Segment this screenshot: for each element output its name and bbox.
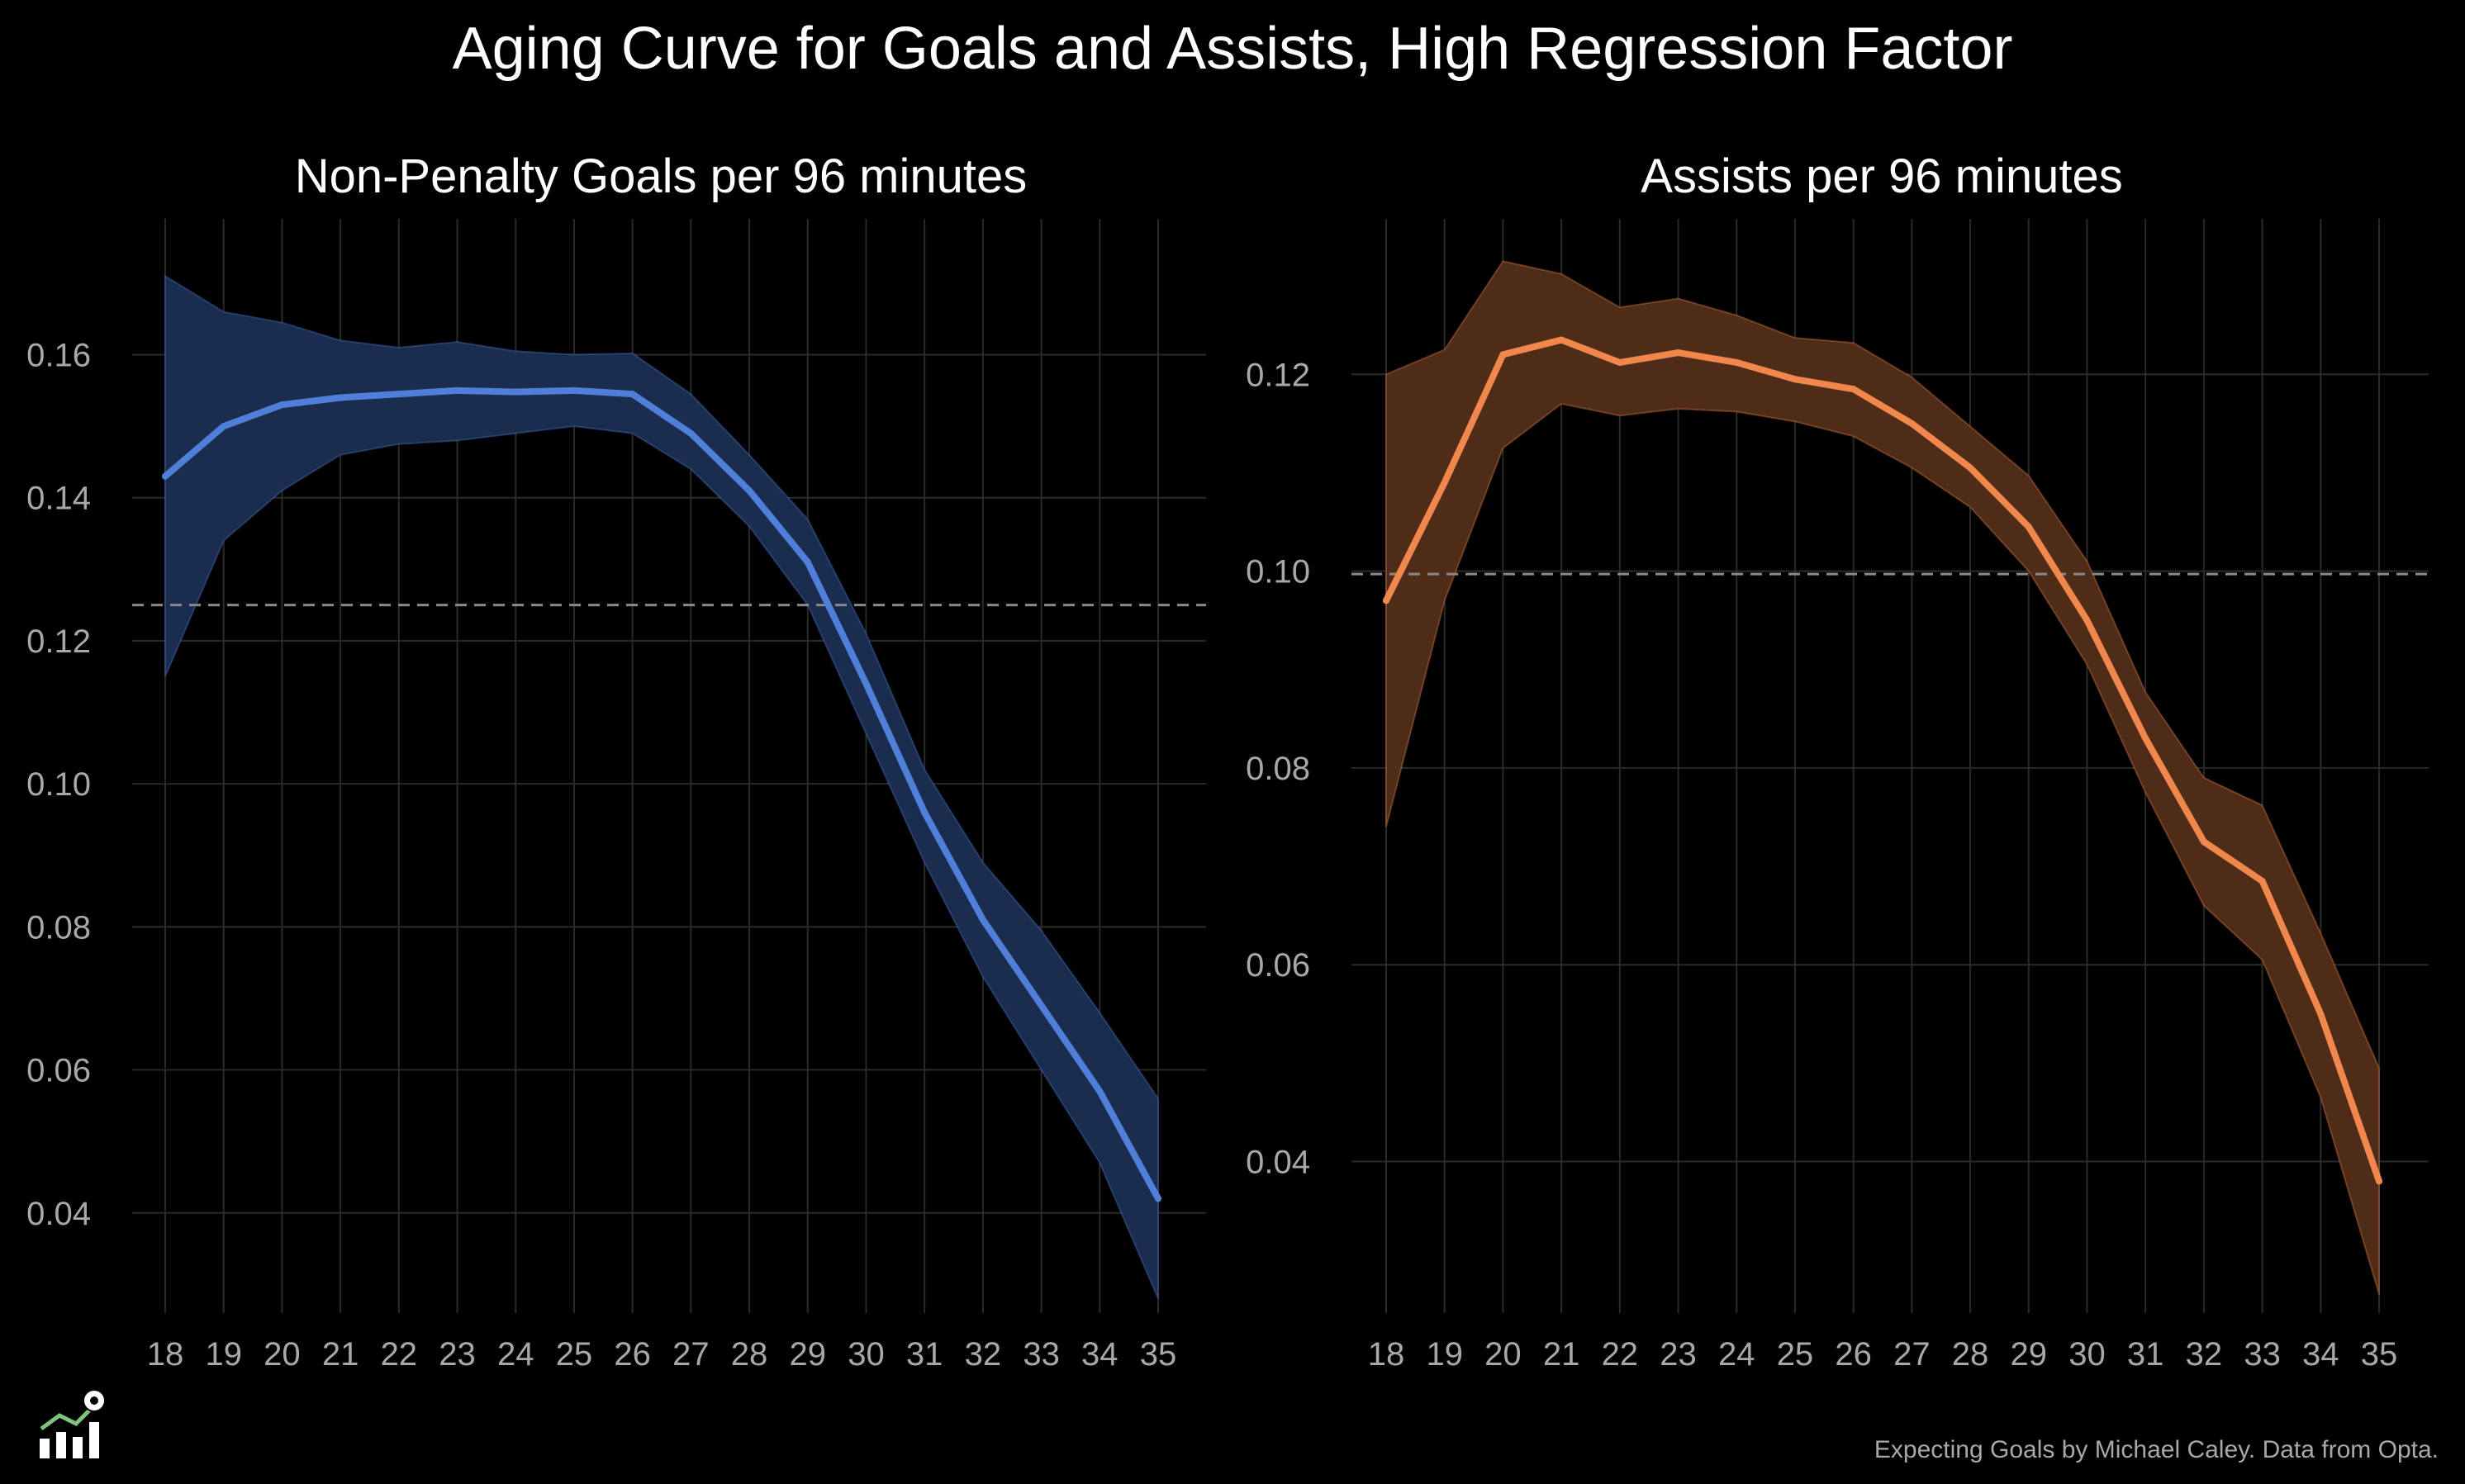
assists-data-point xyxy=(2083,617,2091,624)
goals-data-point xyxy=(278,401,286,409)
assists-data-point xyxy=(2200,838,2207,846)
assists-x-tick-label: 24 xyxy=(1718,1336,1755,1373)
assists-data-point xyxy=(2142,735,2149,742)
goals-data-point xyxy=(746,487,753,495)
assists-data-point xyxy=(1616,358,1623,366)
goals-x-tick-label: 24 xyxy=(497,1336,534,1373)
goals-x-tick-label: 32 xyxy=(965,1336,1002,1373)
assists-data-point xyxy=(1908,420,1916,427)
goals-x-tick-label: 33 xyxy=(1023,1336,1060,1373)
goals-x-tick-label: 23 xyxy=(439,1336,476,1373)
assists-chart-panel: 0.04 0.06 0.08 0.10 0.12 18 19 20 21 22 23 24 25 26 27… xyxy=(1246,219,2429,1373)
assists-x-tick-label: 20 xyxy=(1484,1336,1522,1373)
assists-x-tick-label: 31 xyxy=(2127,1336,2164,1373)
goals-data-point xyxy=(921,808,929,816)
assists-confidence-band xyxy=(1385,260,2380,1295)
goals-x-tick-label: 19 xyxy=(205,1336,242,1373)
goals-y-tick-label: 0.08 xyxy=(26,909,91,946)
goals-data-point xyxy=(570,386,577,394)
assists-data-point xyxy=(1967,464,1974,472)
goals-y-tick-label: 0.12 xyxy=(26,623,91,660)
goals-x-tick-label: 22 xyxy=(381,1336,418,1373)
assists-y-tick-label: 0.04 xyxy=(1246,1145,1310,1181)
goals-x-tick-label: 25 xyxy=(556,1336,593,1373)
assists-x-tick-label: 22 xyxy=(1602,1336,1639,1373)
goals-x-tick-label: 34 xyxy=(1081,1336,1119,1373)
goals-y-tick-label: 0.10 xyxy=(26,766,91,803)
assists-x-tick-label: 18 xyxy=(1368,1336,1405,1373)
page-title: Aging Curve for Goals and Assists, High … xyxy=(452,16,2013,82)
goals-y-tick-label: 0.14 xyxy=(26,481,91,517)
assists-data-point xyxy=(1733,358,1741,366)
goals-data-point xyxy=(337,394,344,401)
assists-data-point xyxy=(1791,376,1798,383)
goals-data-point xyxy=(162,472,169,480)
assists-data-point xyxy=(1441,479,1448,486)
goals-x-tick-label: 21 xyxy=(322,1336,359,1373)
assists-x-tick-label: 26 xyxy=(1835,1336,1872,1373)
assists-data-point xyxy=(1674,349,1682,357)
assists-x-tick-label: 27 xyxy=(1893,1336,1931,1373)
goals-panel-title: Non-Penalty Goals per 96 minutes xyxy=(294,149,1028,203)
goals-data-point xyxy=(862,680,870,687)
assists-y-tick-label: 0.12 xyxy=(1246,357,1310,393)
assists-data-point xyxy=(1850,386,1857,393)
assists-x-tick-label: 19 xyxy=(1426,1336,1463,1373)
goals-series-line xyxy=(162,386,1161,1202)
goals-x-tick-label: 31 xyxy=(906,1336,943,1373)
goals-data-point xyxy=(1155,1195,1161,1202)
assists-y-tick-label: 0.08 xyxy=(1246,751,1310,787)
goals-data-point xyxy=(512,388,520,396)
assists-x-tick-label: 34 xyxy=(2302,1336,2339,1373)
goals-x-tick-label: 26 xyxy=(614,1336,651,1373)
goals-data-point xyxy=(395,391,402,398)
assists-data-point xyxy=(1383,597,1389,605)
goals-y-tick-label: 0.06 xyxy=(26,1053,91,1089)
assists-y-tick-label: 0.10 xyxy=(1246,554,1310,590)
goals-x-tick-label: 29 xyxy=(790,1336,827,1373)
assists-data-point xyxy=(2258,877,2266,884)
goals-y-tick-label: 0.04 xyxy=(26,1196,91,1232)
assists-data-point xyxy=(2376,1178,2382,1185)
assists-data-point xyxy=(2025,523,2032,530)
goals-confidence-band xyxy=(164,274,1159,1300)
assists-x-tick-label: 21 xyxy=(1543,1336,1580,1373)
assists-x-tick-label: 23 xyxy=(1660,1336,1697,1373)
goals-x-tick-label: 27 xyxy=(672,1336,710,1373)
goals-chart-panel: 0.04 0.06 0.08 0.10 0.12 0.14 0.16 18 19 20 21 22 23… xyxy=(26,219,1206,1373)
assists-x-tick-label: 25 xyxy=(1777,1336,1814,1373)
assists-x-tick-label: 35 xyxy=(2361,1336,2398,1373)
goals-data-point xyxy=(687,429,695,437)
goals-data-point xyxy=(220,423,227,430)
assists-x-tick-label: 32 xyxy=(2186,1336,2223,1373)
assists-x-tick-label: 33 xyxy=(2244,1336,2281,1373)
chart-soccer-ball-icon xyxy=(40,1389,106,1458)
assists-panel-title: Assists per 96 minutes xyxy=(1641,149,2123,203)
goals-data-point xyxy=(454,386,461,394)
assists-x-tick-label: 30 xyxy=(2068,1336,2106,1373)
goals-data-point xyxy=(979,916,986,923)
credit-text: Expecting Goals by Michael Caley. Data f… xyxy=(1874,1436,2439,1463)
assists-data-point xyxy=(1558,336,1565,344)
goals-data-point xyxy=(804,558,811,566)
assists-x-tick-label: 29 xyxy=(2011,1336,2048,1373)
goals-data-point xyxy=(1038,1002,1045,1009)
goals-data-point xyxy=(1096,1088,1104,1095)
goals-x-tick-label: 30 xyxy=(848,1336,885,1373)
assists-y-tick-label: 0.06 xyxy=(1246,947,1310,984)
assists-x-tick-label: 28 xyxy=(1952,1336,1989,1373)
goals-x-tick-label: 35 xyxy=(1140,1336,1177,1373)
goals-x-tick-label: 28 xyxy=(731,1336,768,1373)
assists-series-line xyxy=(1383,336,2382,1185)
goals-x-tick-label: 20 xyxy=(264,1336,301,1373)
assists-data-point xyxy=(1499,351,1507,358)
goals-y-tick-label: 0.16 xyxy=(26,338,91,374)
goals-data-point xyxy=(629,391,636,398)
goals-x-tick-label: 18 xyxy=(147,1336,184,1373)
assists-data-point xyxy=(2317,1010,2325,1017)
